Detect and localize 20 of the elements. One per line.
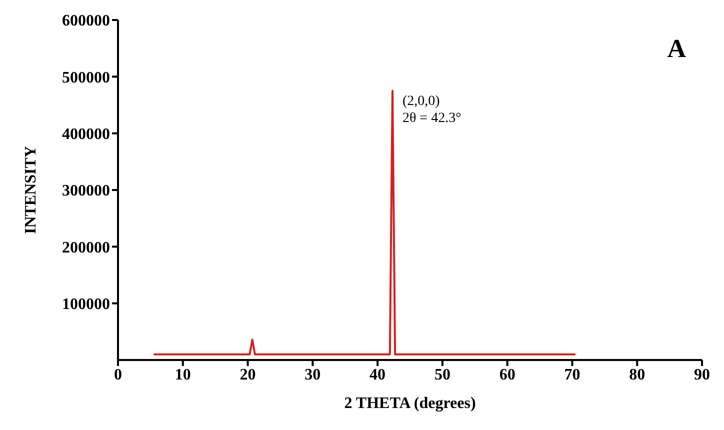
y-tick-label: 400000 bbox=[62, 126, 110, 144]
y-tick-label: 100000 bbox=[62, 296, 110, 314]
y-tick-label: 300000 bbox=[62, 182, 110, 200]
annotation: A bbox=[667, 34, 686, 64]
x-tick-label: 70 bbox=[564, 366, 580, 384]
x-tick-label: 30 bbox=[304, 366, 321, 384]
x-tick-label: 90 bbox=[694, 366, 710, 384]
x-axis-title: 2 THETA (degrees) bbox=[344, 395, 476, 412]
y-axis-title: INTENSITY bbox=[22, 146, 40, 234]
x-tick-label: 60 bbox=[499, 366, 516, 384]
x-tick-label: 10 bbox=[174, 366, 191, 384]
x-tick-label: 50 bbox=[434, 366, 450, 384]
y-tick-label: 200000 bbox=[62, 239, 110, 256]
x-tick-label: 80 bbox=[629, 366, 646, 384]
y-tick-label: 500000 bbox=[62, 69, 110, 86]
annotation: (2,0,0) 2θ = 42.3° bbox=[402, 94, 462, 126]
y-tick-label: 600000 bbox=[62, 12, 110, 30]
x-tick-label: 0 bbox=[114, 366, 122, 384]
x-tick-label: 40 bbox=[370, 366, 386, 384]
x-tick-label: 20 bbox=[240, 366, 256, 384]
